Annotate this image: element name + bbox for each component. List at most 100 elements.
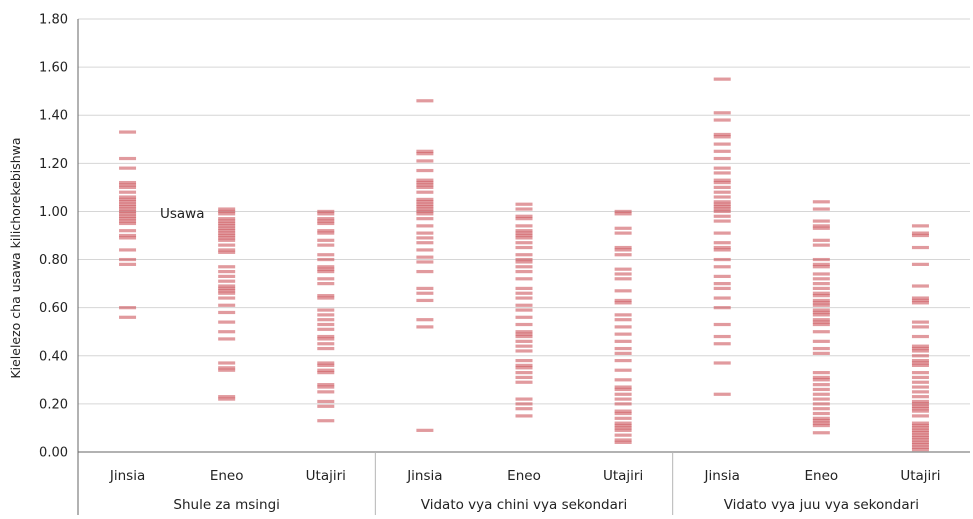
data-mark [119,195,137,199]
category-label: Eneo [210,468,244,484]
data-mark [218,286,236,291]
data-mark [515,202,533,206]
data-mark [713,205,731,209]
data-mark [515,260,533,264]
data-mark [911,296,929,300]
data-mark [713,171,731,175]
data-mark [713,135,731,139]
data-mark [614,245,632,250]
data-mark [812,387,830,392]
data-mark [614,325,632,329]
data-mark [218,248,236,252]
data-mark [119,190,137,194]
data-mark [713,214,731,218]
data-mark [812,282,830,286]
data-mark [317,334,335,339]
data-mark [218,274,236,278]
data-mark [218,224,236,228]
data-mark [515,245,533,250]
data-mark [317,269,335,274]
y-tick-label: 1.60 [39,61,68,76]
data-mark [812,224,830,228]
data-mark [614,351,632,355]
data-mark [515,231,533,235]
data-mark [812,277,830,281]
data-mark [713,142,731,146]
data-mark [317,296,335,300]
y-tick-label: 0.40 [39,349,68,364]
data-mark [812,371,830,375]
data-mark [614,438,632,442]
data-mark [218,207,236,211]
data-mark [416,241,434,245]
data-mark [812,226,830,230]
data-mark [515,375,533,380]
data-mark [218,303,236,307]
data-mark [515,241,533,245]
data-mark [812,286,830,291]
data-mark [911,409,929,413]
data-marks [119,77,929,452]
data-mark [317,322,335,327]
data-mark [317,267,335,271]
data-mark [416,197,434,202]
data-mark [515,229,533,233]
data-mark [812,219,830,223]
data-mark [218,221,236,226]
data-mark [416,152,434,156]
data-mark [614,209,632,214]
data-mark [614,421,632,425]
data-mark [119,205,137,209]
data-mark [416,224,434,228]
data-mark [416,185,434,189]
data-mark [119,166,137,170]
data-mark [218,219,236,223]
data-mark [713,306,731,310]
category-label: Utajiri [900,468,940,484]
data-mark [119,306,137,310]
data-mark [812,392,830,396]
data-mark [119,212,137,216]
data-mark [119,221,137,226]
data-mark [317,257,335,262]
data-mark [911,361,929,365]
y-tick-label: 1.00 [39,205,68,220]
data-mark [317,221,335,226]
data-mark [614,301,632,305]
data-mark [119,197,137,202]
data-mark [614,339,632,343]
data-mark [515,334,533,339]
data-mark [812,301,830,305]
category-label: Jinsia [704,468,740,484]
data-mark [317,342,335,346]
data-mark [812,375,830,380]
data-mark [317,253,335,257]
data-mark [218,320,236,324]
data-mark [416,178,434,182]
data-mark [911,231,929,235]
data-mark [317,404,335,408]
data-mark [911,443,929,447]
data-mark [119,315,137,319]
data-mark [515,224,533,228]
data-mark [614,433,632,437]
data-mark [614,332,632,336]
data-mark [317,363,335,367]
data-mark [713,190,731,194]
data-mark [911,354,929,358]
data-mark [119,183,137,187]
data-mark [614,409,632,413]
data-mark [317,282,335,286]
data-mark [416,325,434,329]
data-mark [515,414,533,418]
data-mark [812,291,830,295]
data-mark [218,279,236,283]
data-mark [317,209,335,214]
data-mark [812,262,830,266]
data-mark [812,313,830,317]
data-mark [812,411,830,416]
y-tick-label: 0.60 [39,301,68,316]
data-mark [218,310,236,315]
data-mark [713,231,731,235]
data-mark [218,289,236,293]
